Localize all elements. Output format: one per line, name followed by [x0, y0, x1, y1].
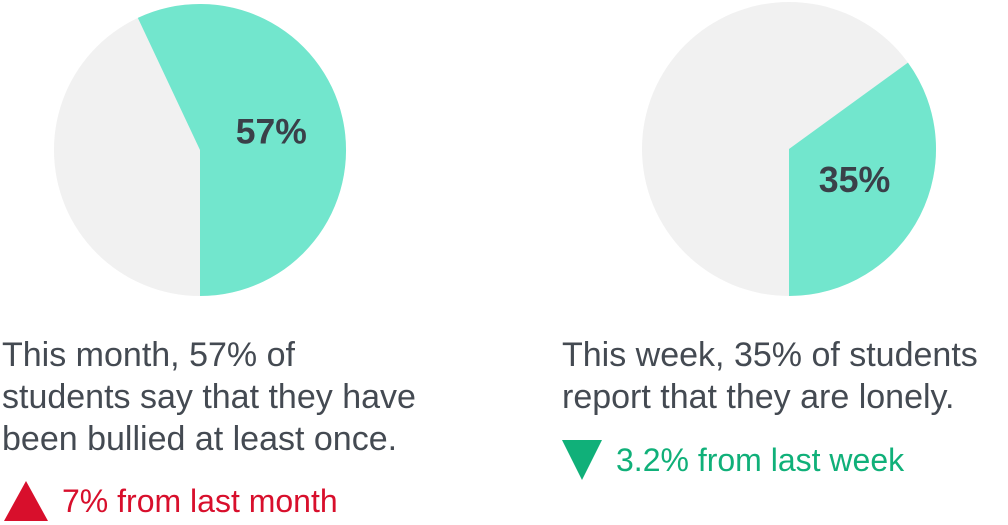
caption-monthly: This month, 57% of students say that the…: [2, 334, 472, 460]
down-arrow-icon: [562, 440, 602, 480]
pie-value-label: 57%: [236, 111, 307, 151]
caption-line: This month, 57% of: [2, 336, 295, 374]
change-indicator-monthly: 7% from last month: [4, 481, 338, 521]
caption-line: This week, 35% of students: [562, 336, 978, 374]
up-arrow-icon: [4, 481, 48, 521]
caption-weekly: This week, 35% of students report that t…: [562, 334, 1008, 418]
change-text: 7% from last month: [62, 482, 338, 519]
caption-line: students say that they have: [2, 378, 416, 416]
caption-line: report that they are lonely.: [562, 378, 955, 416]
pie-chart-monthly: 57%: [53, 3, 347, 297]
pie-chart-weekly: 35%: [641, 1, 937, 297]
change-indicator-weekly: 3.2% from last week: [562, 440, 904, 480]
change-text: 3.2% from last week: [616, 441, 905, 478]
pie-highlight-slice: [137, 3, 347, 297]
caption-line: been bullied at least once.: [2, 420, 398, 458]
pie-highlight-slice: [789, 62, 937, 297]
pie-value-label: 35%: [819, 160, 891, 200]
